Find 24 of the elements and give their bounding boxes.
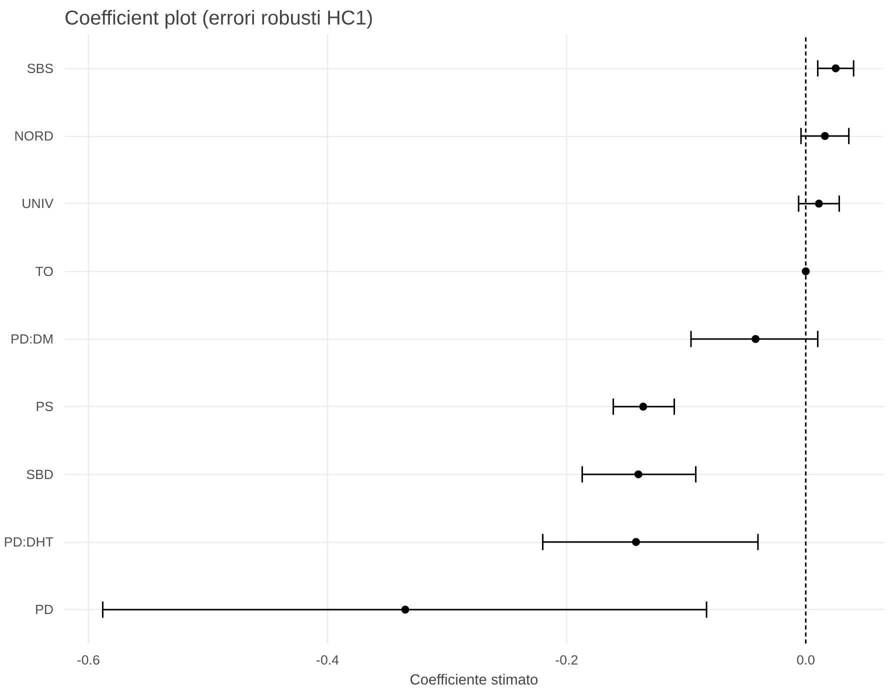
y-tick-label: SBS — [26, 60, 54, 76]
point — [752, 335, 760, 343]
y-tick-label: PD:DM — [10, 332, 54, 346]
point — [639, 402, 648, 411]
x-tick-label: -0.2 — [555, 652, 578, 668]
y-tick-label: PD — [34, 602, 54, 618]
y-tick-label: UNIV — [22, 196, 54, 212]
point — [802, 267, 810, 276]
y-tick-label: SBD — [26, 466, 54, 482]
x-tick-label: -0.4 — [316, 652, 340, 668]
point — [632, 538, 640, 546]
chart-title: Coefficient plot (errori robusti HC1) — [64, 8, 374, 30]
y-tick-label: NORD — [14, 128, 54, 144]
point — [814, 200, 823, 208]
y-tick-label: TO — [35, 264, 54, 279]
x-tick-label: -0.6 — [76, 652, 100, 668]
x-axis-title: Coefficiente stimato — [410, 672, 538, 688]
point — [832, 64, 840, 72]
x-tick-label: 0.0 — [796, 652, 816, 668]
point — [401, 606, 410, 614]
point — [820, 132, 829, 140]
point — [634, 470, 642, 478]
y-tick-label: PD:DHT — [4, 534, 54, 550]
y-tick-label: PS — [36, 399, 54, 414]
